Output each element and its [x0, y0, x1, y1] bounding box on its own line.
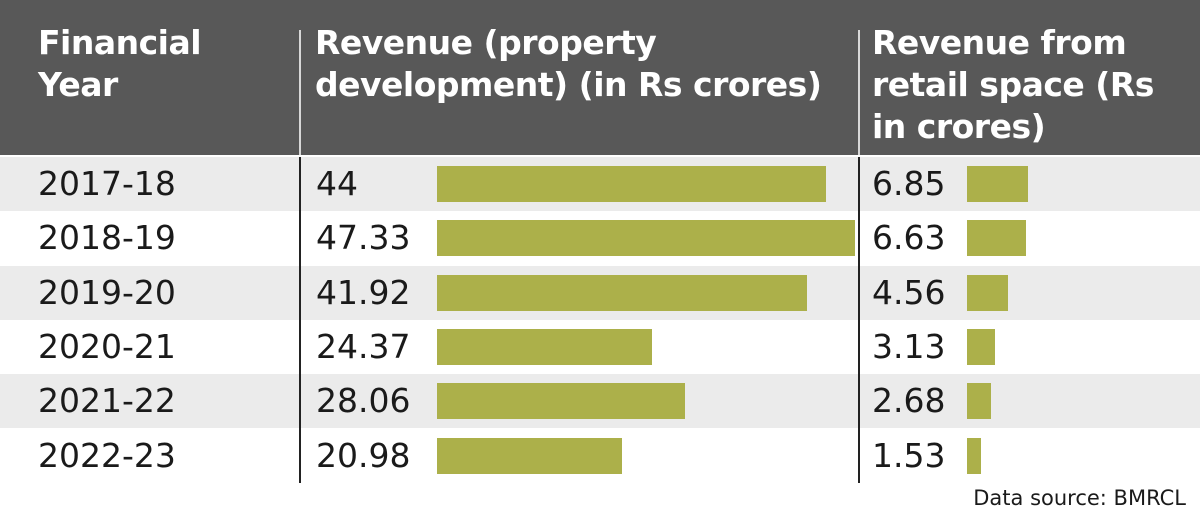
table-header — [0, 0, 1200, 155]
retail-revenue-bar — [967, 329, 995, 366]
retail-revenue-value: 3.13 — [872, 326, 946, 366]
dev-revenue-value: 24.37 — [316, 326, 411, 366]
retail-revenue-bar — [967, 220, 1027, 257]
retail-revenue-value: 1.53 — [872, 435, 946, 475]
header-divider — [858, 30, 860, 155]
dev-revenue-bar — [437, 383, 685, 420]
revenue-table-chart: Financial Year Revenue (property develop… — [0, 0, 1200, 483]
year-label: 2017-18 — [38, 164, 176, 203]
dev-revenue-value: 44 — [316, 164, 358, 203]
column-divider — [858, 157, 860, 483]
retail-revenue-bar — [967, 166, 1028, 203]
retail-revenue-bar — [967, 274, 1008, 311]
dev-revenue-bar — [437, 220, 855, 257]
retail-revenue-bar — [967, 383, 991, 420]
data-source-note: Data source: BMRCL — [973, 486, 1186, 510]
dev-revenue-value: 28.06 — [316, 381, 411, 421]
dev-revenue-value: 47.33 — [316, 218, 411, 258]
retail-revenue-bar — [967, 437, 981, 474]
retail-revenue-value: 4.56 — [872, 272, 946, 312]
dev-revenue-bar — [437, 437, 623, 474]
year-label: 2018-19 — [38, 218, 176, 258]
year-label: 2020-21 — [38, 326, 176, 366]
column-divider — [299, 157, 301, 483]
year-label: 2019-20 — [38, 272, 176, 312]
header-divider — [299, 30, 301, 155]
dev-revenue-value: 41.92 — [316, 272, 411, 312]
retail-revenue-value: 6.63 — [872, 218, 946, 258]
header-revenue-retail-space: Revenue from retail space (Rs in crores) — [872, 23, 1154, 146]
header-financial-year: Financial Year — [38, 23, 202, 104]
dev-revenue-bar — [437, 274, 808, 311]
retail-revenue-value: 2.68 — [872, 381, 946, 421]
dev-revenue-bar — [437, 329, 653, 366]
dev-revenue-value: 20.98 — [316, 435, 411, 475]
year-label: 2022-23 — [38, 435, 176, 475]
year-label: 2021-22 — [38, 381, 176, 421]
dev-revenue-bar — [437, 166, 826, 203]
header-revenue-property-development: Revenue (property development) (in Rs cr… — [315, 23, 822, 104]
retail-revenue-value: 6.85 — [872, 164, 946, 203]
